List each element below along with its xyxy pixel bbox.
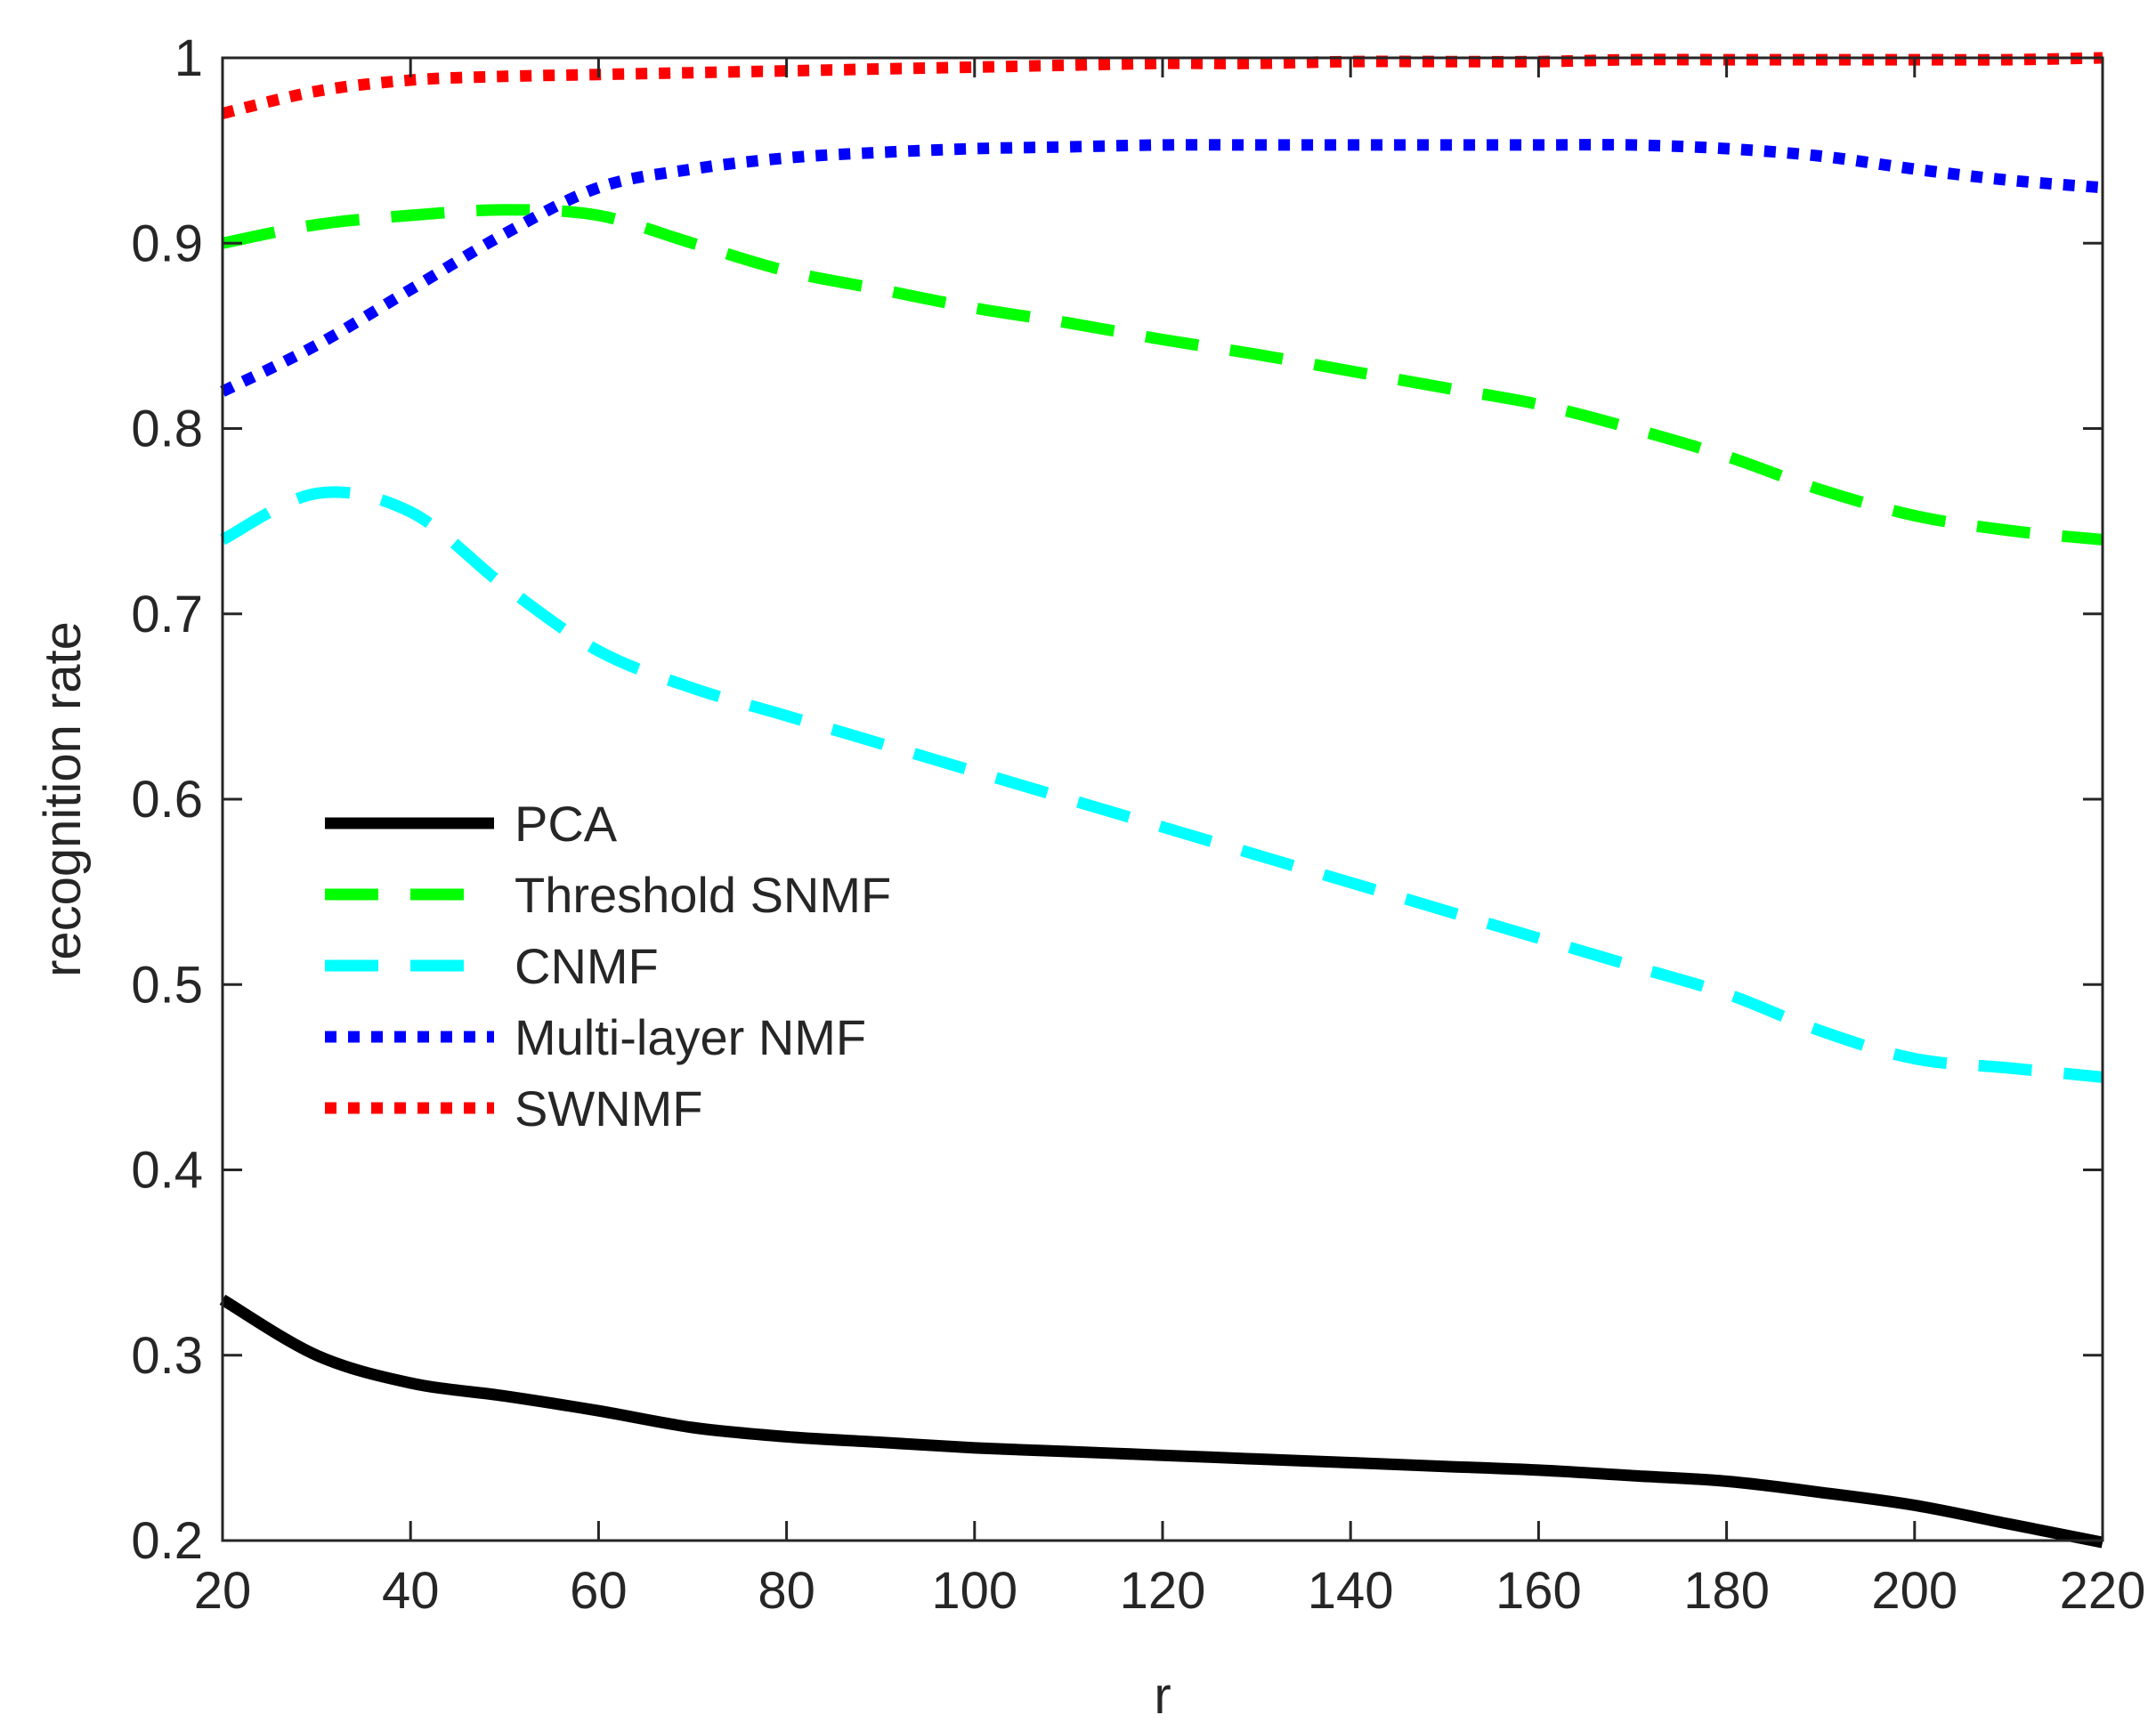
x-tick-label: 20 — [194, 1562, 252, 1620]
y-tick-label: 0.2 — [131, 1512, 203, 1570]
x-tick-label: 60 — [570, 1562, 628, 1620]
plot-background — [223, 58, 2103, 1541]
y-tick-label: 0.4 — [131, 1142, 203, 1200]
y-tick-label: 0.6 — [131, 771, 203, 829]
series-line-multi-layer-nmf — [220, 139, 2103, 397]
legend-label: PCA — [515, 796, 618, 852]
ticks-layer: 20 40 60 80 100 120 140 160 180 200 220 0.2 0.3 0.4 0.… — [131, 29, 2145, 1620]
y-tick-label: 0.7 — [131, 586, 203, 643]
y-tick-label: 0.8 — [131, 400, 203, 458]
legend-label: SWNMF — [515, 1080, 703, 1136]
legend: PCA Threshold SNMF CNMF Multi-layer NMF SWNM… — [325, 796, 891, 1136]
series-layer — [219, 52, 2104, 1549]
x-tick-label: 40 — [382, 1562, 440, 1620]
legend-label: CNMF — [515, 938, 659, 994]
y-tick-label: 0.9 — [131, 214, 203, 272]
y-tick-label: 1 — [174, 29, 203, 87]
x-tick-label: 80 — [758, 1562, 815, 1620]
legend-label: Threshold SNMF — [515, 867, 891, 923]
x-tick-label: 160 — [1495, 1562, 1582, 1620]
y-tick-label: 0.5 — [131, 956, 203, 1014]
x-tick-label: 180 — [1683, 1562, 1770, 1620]
x-tick-label: 100 — [931, 1562, 1017, 1620]
x-axis-title: r — [1154, 1667, 1171, 1725]
x-tick-label: 200 — [1871, 1562, 1957, 1620]
y-tick-label: 0.3 — [131, 1327, 203, 1385]
series-line-cnmf — [219, 486, 2103, 1083]
y-axis-title: recognition rate — [34, 621, 92, 977]
series-line-pca — [219, 1294, 2104, 1549]
x-tick-label: 120 — [1120, 1562, 1206, 1620]
series-line-threshold-snmf — [221, 204, 2103, 546]
x-tick-label: 220 — [2060, 1562, 2146, 1620]
legend-label: Multi-layer NMF — [515, 1009, 866, 1065]
x-tick-label: 140 — [1308, 1562, 1394, 1620]
